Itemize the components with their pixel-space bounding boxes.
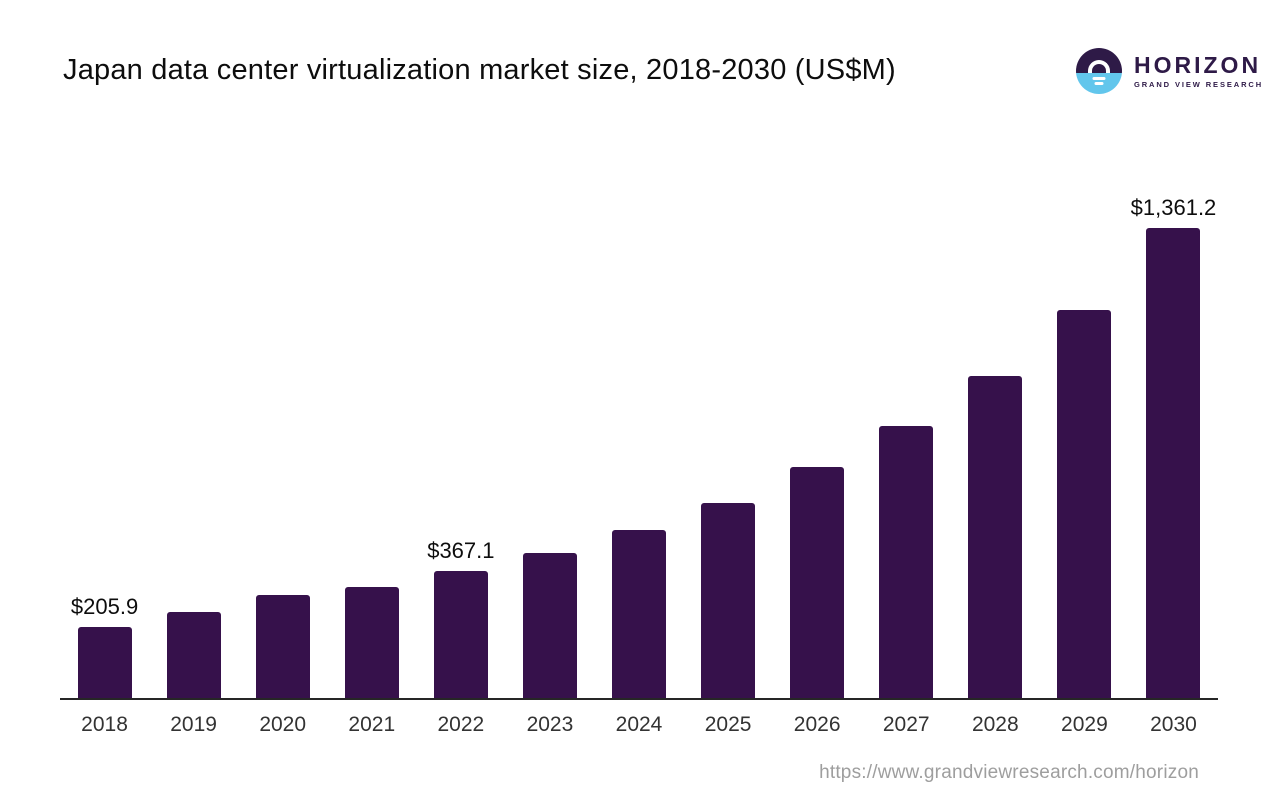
bar-column-2022: $367.1 [416,538,505,698]
x-tick-2019: 2019 [170,713,217,736]
x-tick-2020: 2020 [259,713,307,736]
bar-2028 [968,375,1023,698]
x-axis-labels: 2018 2019 2020 2021 2022 2023 2024 2025 2026 2027… [60,713,1218,737]
horizon-logo: HORIZON GRAND VIEW RESEARCH [1076,48,1263,94]
x-tick-2023: 2023 [526,713,574,736]
logo-brand-name: HORIZON [1134,52,1262,78]
bar-2023 [522,553,577,698]
bar-2019 [166,612,221,698]
x-tick-2026: 2026 [793,713,841,736]
bar-column-2026 [773,467,862,698]
bar-2029 [1057,310,1112,698]
logo-sub-brand: GRAND VIEW RESEARCH [1134,80,1264,89]
bar-chart: $205.9 $367.1 $1,361.2 2018 2019 2020 2021 202… [60,184,1218,737]
bar-value-label-2030: $1,361.2 [1130,195,1217,220]
x-tick-2024: 2024 [615,713,663,736]
horizon-dash-icon [1094,82,1104,85]
bar-column-2030: $1,361.2 [1129,195,1218,698]
chart-title: Japan data center virtualization market … [63,54,896,86]
horizon-logo-icon [1076,48,1122,94]
bar-value-label-2018: $205.9 [70,593,139,619]
bar-column-2019 [149,612,238,698]
x-tick-2029: 2029 [1061,713,1108,736]
bar-2024 [612,530,666,698]
bar-2027 [879,425,934,698]
bar-column-2023 [505,553,594,698]
bar-column-2028 [951,375,1040,698]
bar-column-2021 [327,587,416,698]
bar-2018 [77,626,132,698]
bar-column-2018: $205.9 [60,594,149,698]
bar-column-2029 [1040,310,1129,698]
horizon-arch-icon [1088,60,1110,73]
bar-2022 [433,571,488,698]
bars-row: $205.9 $367.1 $1,361.2 [60,184,1218,700]
bar-value-label-2022: $367.1 [427,538,495,564]
bar-2020 [255,594,310,698]
bar-2030 [1146,228,1201,698]
bar-2026 [790,467,845,698]
bar-column-2020 [238,594,327,698]
x-tick-2025: 2025 [704,713,752,736]
horizon-dash-icon [1092,77,1106,80]
x-tick-2030: 2030 [1150,713,1197,736]
bar-column-2025 [684,502,773,698]
bar-column-2027 [862,425,951,698]
x-tick-2022: 2022 [437,713,485,736]
source-url: https://www.grandviewresearch.com/horizo… [819,762,1199,783]
bar-2021 [344,587,399,698]
x-tick-2027: 2027 [882,713,930,736]
x-tick-2018: 2018 [81,713,128,736]
bar-column-2024 [594,530,683,698]
bar-2025 [701,502,756,698]
x-tick-2021: 2021 [348,713,396,736]
logo-text: HORIZON GRAND VIEW RESEARCH [1134,53,1263,89]
x-tick-2028: 2028 [971,713,1019,736]
